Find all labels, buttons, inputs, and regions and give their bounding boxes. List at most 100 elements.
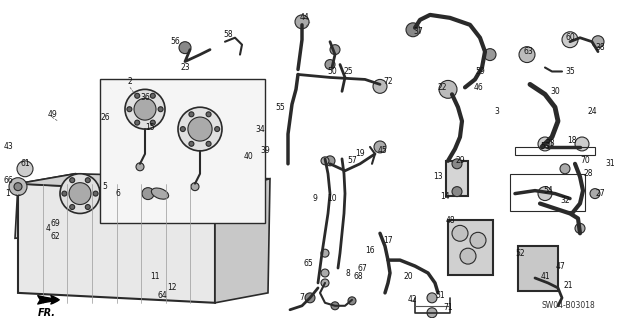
Circle shape [195, 181, 200, 186]
Text: 6: 6 [115, 189, 120, 198]
Circle shape [373, 79, 387, 93]
Text: 68: 68 [353, 271, 363, 281]
Circle shape [519, 47, 535, 62]
Circle shape [151, 93, 156, 98]
Text: 70: 70 [580, 156, 590, 165]
Text: 1: 1 [6, 189, 10, 198]
Circle shape [452, 187, 462, 196]
Text: 7: 7 [299, 293, 304, 302]
Circle shape [202, 193, 207, 198]
Text: 24: 24 [587, 107, 597, 116]
Circle shape [135, 120, 140, 125]
Circle shape [136, 163, 144, 171]
Text: 41: 41 [540, 271, 550, 281]
Circle shape [325, 156, 335, 166]
Circle shape [305, 293, 315, 303]
Text: 26: 26 [100, 113, 110, 122]
Text: 61: 61 [20, 159, 30, 168]
Text: 44: 44 [300, 13, 310, 22]
Text: 30: 30 [550, 87, 560, 96]
Circle shape [173, 193, 178, 198]
Circle shape [427, 308, 437, 318]
Text: 57: 57 [347, 156, 357, 165]
Text: 14: 14 [440, 192, 450, 201]
Polygon shape [215, 179, 270, 303]
Polygon shape [15, 174, 75, 238]
Circle shape [215, 127, 220, 132]
Text: 63: 63 [523, 47, 533, 56]
Text: 39: 39 [260, 147, 270, 156]
Circle shape [206, 112, 211, 117]
Text: 10: 10 [327, 194, 337, 203]
Circle shape [321, 269, 329, 277]
Circle shape [129, 180, 151, 202]
Circle shape [85, 178, 90, 183]
Text: 55: 55 [275, 103, 285, 112]
Text: 17: 17 [383, 236, 393, 245]
Text: 65: 65 [303, 259, 313, 268]
Text: 20: 20 [403, 271, 413, 281]
Circle shape [14, 183, 22, 191]
Text: 69: 69 [50, 219, 60, 228]
Circle shape [188, 117, 212, 141]
Text: 31: 31 [605, 159, 615, 168]
Circle shape [62, 191, 67, 196]
Text: 3: 3 [495, 107, 500, 116]
Text: 16: 16 [365, 246, 375, 255]
Bar [446, 161, 468, 196]
Circle shape [9, 178, 27, 196]
Circle shape [406, 23, 420, 37]
Circle shape [70, 204, 75, 210]
Text: 8: 8 [346, 268, 350, 277]
Circle shape [325, 60, 335, 69]
Text: 71: 71 [443, 303, 453, 312]
Circle shape [130, 202, 135, 206]
Circle shape [590, 188, 600, 199]
Circle shape [195, 205, 200, 210]
Circle shape [180, 186, 200, 205]
Text: 46: 46 [473, 83, 483, 92]
Text: 36: 36 [140, 93, 150, 102]
Text: 66: 66 [3, 176, 13, 185]
Circle shape [93, 191, 98, 196]
Circle shape [158, 107, 163, 112]
Text: 11: 11 [150, 271, 160, 281]
Text: 38: 38 [595, 43, 605, 52]
Bar [518, 246, 558, 291]
Circle shape [452, 159, 462, 169]
Text: 49: 49 [47, 110, 57, 119]
Text: 47: 47 [555, 261, 565, 271]
Text: 50: 50 [327, 67, 337, 76]
Text: 56: 56 [170, 37, 180, 46]
Text: 62: 62 [50, 232, 60, 241]
Text: 18: 18 [567, 136, 576, 146]
Text: 29: 29 [455, 156, 465, 165]
Text: 60: 60 [565, 33, 575, 42]
Circle shape [575, 137, 589, 151]
Circle shape [135, 93, 140, 98]
Text: 72: 72 [383, 77, 393, 86]
Text: 19: 19 [355, 149, 365, 158]
Circle shape [69, 183, 91, 204]
Circle shape [439, 80, 457, 98]
Circle shape [470, 232, 486, 248]
Circle shape [460, 248, 476, 264]
Text: 53: 53 [540, 142, 550, 151]
Text: 35: 35 [565, 67, 575, 76]
Circle shape [17, 161, 33, 177]
Circle shape [60, 174, 100, 213]
Circle shape [130, 175, 135, 180]
Text: 33: 33 [545, 140, 555, 148]
Circle shape [85, 204, 90, 210]
Text: 23: 23 [180, 63, 190, 72]
Text: 52: 52 [515, 249, 525, 258]
Circle shape [146, 175, 151, 180]
Text: 13: 13 [433, 172, 443, 181]
Circle shape [180, 127, 185, 132]
Circle shape [178, 107, 222, 151]
Text: 5: 5 [103, 182, 108, 191]
Text: 45: 45 [377, 147, 387, 156]
Circle shape [191, 183, 199, 191]
Bar [510, 174, 585, 212]
Circle shape [321, 249, 329, 257]
